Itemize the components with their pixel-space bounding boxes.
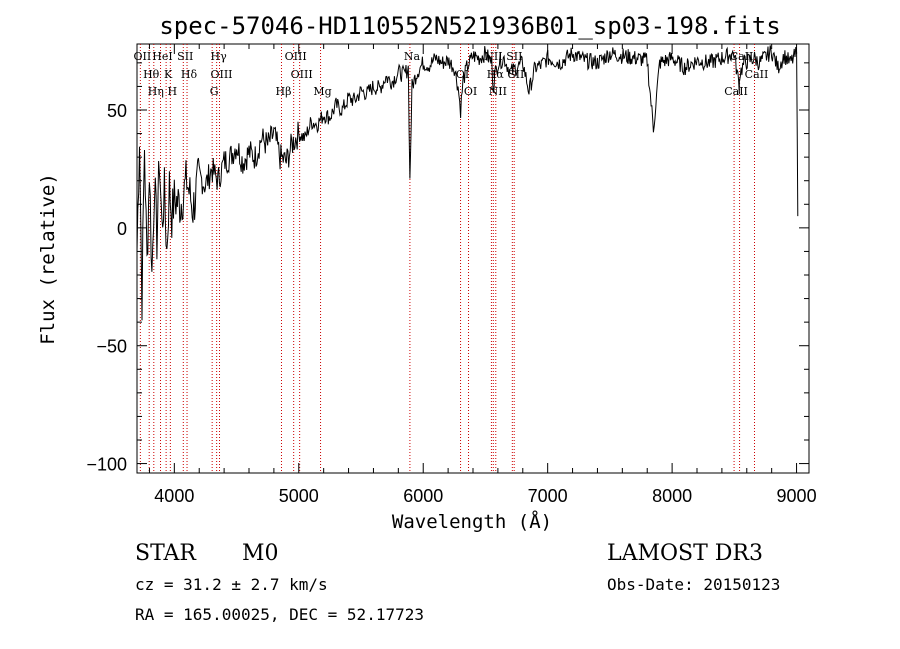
class-label: STAR [135, 541, 197, 566]
line-label-caii: CaII [724, 85, 748, 98]
line-label-oii: OII [134, 50, 152, 63]
line-label-hβ: Hβ [276, 85, 292, 98]
line-label-oiii: OIII [291, 68, 313, 81]
subclass-label: M0 [242, 541, 279, 566]
plot-frame [136, 43, 810, 474]
x-tick-label: 7000 [528, 486, 568, 506]
x-axis-label: Wavelength (Å) [392, 510, 552, 533]
x-ticks: 4000 5000 6000 7000 8000 9000 [148, 44, 817, 506]
x-tick-label: 5000 [279, 486, 319, 506]
info-panel: STAR M0 LAMOST DR3 cz = 31.2 ± 2.7 km/s … [135, 541, 780, 624]
line-label-oi: OI [464, 85, 477, 98]
x-tick-label: 8000 [652, 486, 692, 506]
line-label-sii: SII [506, 50, 522, 63]
x-tick-label: 9000 [777, 486, 817, 506]
coordinates: RA = 165.00025, DEC = 52.17723 [135, 605, 424, 624]
line-label-sii: SII [177, 50, 193, 63]
survey-label: LAMOST DR3 [607, 541, 763, 566]
line-label-mg: Mg [313, 85, 331, 98]
line-label-h: H [168, 85, 178, 98]
x-tick-label: 4000 [154, 486, 194, 506]
y-tick-label: −100 [86, 455, 127, 475]
line-label-oiii: OIII [210, 68, 232, 81]
y-axis-label: Flux (relative) [37, 173, 59, 345]
line-label-hδ: Hδ [181, 68, 198, 81]
y-ticks: −100 −50 0 50 [86, 62, 809, 475]
line-label-hγ: Hγ [211, 50, 228, 63]
line-label-caii: CaII [745, 68, 769, 81]
line-label-nii: NII [489, 85, 507, 98]
spectrum-line [136, 45, 799, 321]
emission-lines [139, 44, 755, 473]
line-label-hα: Hα [487, 68, 505, 81]
redshift-readout: cz = 31.2 ± 2.7 km/s [135, 575, 328, 594]
line-label-na: Na [404, 50, 421, 63]
line-label-hei: HeI [152, 50, 172, 63]
line-label-oi: OI [456, 68, 469, 81]
line-label-g: G [210, 85, 219, 98]
y-tick-label: −50 [96, 337, 127, 357]
line-label-hθ: Hθ [143, 68, 160, 81]
line-label-oiii: OIII [285, 50, 307, 63]
y-tick-label: 50 [107, 101, 127, 121]
plot-area: OIIHθHηHeIKHSIIHδGHγOIIIHβOIIIOIIIMgNaOI… [86, 43, 817, 506]
obs-date: Obs-Date: 20150123 [607, 575, 780, 594]
line-label-k: K [164, 68, 173, 81]
y-tick-label: 0 [117, 219, 127, 239]
chart-title: spec-57046-HD110552N521936B01_sp03-198.f… [159, 12, 780, 40]
x-tick-label: 6000 [403, 486, 443, 506]
line-label-hη: Hη [148, 85, 164, 98]
line-labels: OIIHθHηHeIKHSIIHδGHγOIIIHβOIIIOIIIMgNaOI… [134, 50, 769, 98]
